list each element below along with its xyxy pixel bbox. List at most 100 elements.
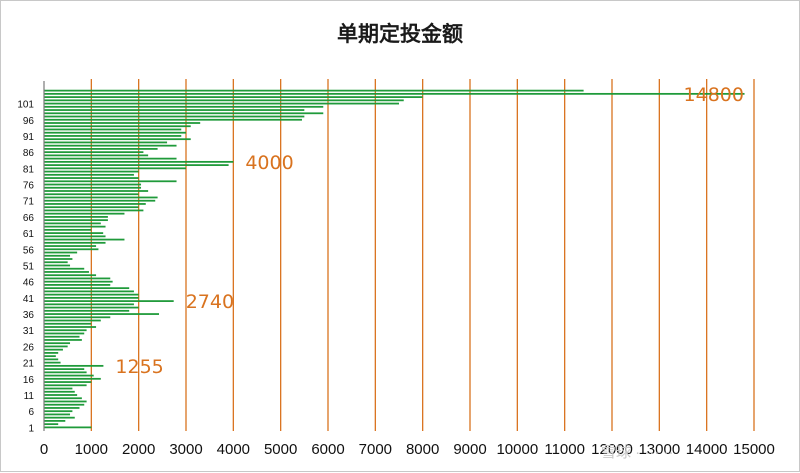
bar-69 bbox=[44, 206, 139, 209]
bar-47 bbox=[44, 277, 111, 280]
bar-55 bbox=[44, 251, 78, 254]
x-tick-label-6000: 6000 bbox=[311, 441, 344, 458]
bar-63 bbox=[44, 225, 106, 228]
bar-78 bbox=[44, 177, 139, 179]
bar-25 bbox=[44, 348, 63, 351]
bar-43 bbox=[44, 290, 134, 293]
bar-51 bbox=[44, 264, 71, 267]
bar-45 bbox=[44, 284, 111, 286]
bar-58 bbox=[44, 241, 106, 244]
bar-96 bbox=[44, 118, 302, 121]
bar-95 bbox=[44, 122, 201, 124]
y-tick-label-66: 66 bbox=[23, 213, 35, 224]
bar-44 bbox=[44, 287, 130, 290]
bar-3 bbox=[44, 420, 66, 422]
bar-7 bbox=[44, 407, 80, 409]
bars bbox=[44, 89, 745, 429]
bar-83 bbox=[44, 160, 234, 163]
x-tick-label-7000: 7000 bbox=[359, 441, 392, 458]
bar-61 bbox=[44, 232, 104, 234]
bar-6 bbox=[44, 410, 73, 413]
y-tick-label-41: 41 bbox=[23, 294, 35, 305]
bar-33 bbox=[44, 322, 92, 325]
bar-93 bbox=[44, 128, 182, 131]
bar-84 bbox=[44, 157, 177, 160]
bar-16 bbox=[44, 377, 101, 380]
bar-2 bbox=[44, 423, 59, 426]
bar-14 bbox=[44, 384, 87, 387]
bar-60 bbox=[44, 235, 106, 238]
x-tick-label-15000: 15000 bbox=[733, 441, 775, 458]
x-tick-label-5000: 5000 bbox=[264, 441, 297, 458]
bar-65 bbox=[44, 219, 108, 222]
bar-11 bbox=[44, 394, 78, 396]
y-tick-label-91: 91 bbox=[23, 132, 35, 143]
bar-4 bbox=[44, 416, 75, 419]
annotation-14800: 14800 bbox=[684, 84, 744, 106]
bar-71 bbox=[44, 199, 156, 202]
bar-103 bbox=[44, 96, 423, 98]
bar-94 bbox=[44, 125, 191, 128]
x-tick-label-8000: 8000 bbox=[406, 441, 439, 458]
x-tick-label-0: 0 bbox=[40, 441, 48, 458]
x-tick-labels: 0 1000 2000 3000 4000 5000 6000 7000 8000 9000 100… bbox=[40, 441, 775, 458]
y-tick-label-61: 61 bbox=[23, 229, 35, 240]
bar-92 bbox=[44, 131, 186, 134]
bar-62 bbox=[44, 228, 92, 231]
bar-9 bbox=[44, 400, 87, 403]
bar-85 bbox=[44, 154, 149, 157]
bar-17 bbox=[44, 374, 94, 377]
x-tick-label-13000: 13000 bbox=[638, 441, 680, 458]
bar-29 bbox=[44, 335, 80, 338]
bar-80 bbox=[44, 170, 139, 173]
y-tick-label-81: 81 bbox=[23, 164, 35, 175]
bar-54 bbox=[44, 254, 71, 257]
y-tick-label-16: 16 bbox=[23, 375, 35, 386]
bar-102 bbox=[44, 99, 404, 102]
y-tick-label-11: 11 bbox=[24, 391, 35, 402]
bar-49 bbox=[44, 271, 89, 273]
annotation-4000: 4000 bbox=[245, 152, 293, 174]
bar-46 bbox=[44, 280, 113, 283]
bar-53 bbox=[44, 258, 73, 260]
bar-24 bbox=[44, 352, 59, 354]
bar-13 bbox=[44, 387, 73, 390]
grid-layer bbox=[90, 79, 755, 431]
bar-97 bbox=[44, 115, 305, 118]
bar-70 bbox=[44, 203, 146, 205]
x-tick-label-9000: 9000 bbox=[453, 441, 486, 458]
bar-77 bbox=[44, 180, 177, 183]
x-tick-label-12000: 12000 bbox=[591, 441, 633, 458]
bar-99 bbox=[44, 109, 305, 111]
bar-1 bbox=[44, 426, 92, 429]
x-tick-label-1000: 1000 bbox=[75, 441, 108, 458]
bar-5 bbox=[44, 413, 71, 416]
y-tick-label-31: 31 bbox=[23, 326, 35, 337]
bar-89 bbox=[44, 141, 168, 144]
bar-28 bbox=[44, 339, 82, 341]
bar-100 bbox=[44, 105, 324, 108]
annotation-1255: 1255 bbox=[115, 356, 163, 378]
y-tick-label-101: 101 bbox=[17, 100, 34, 111]
bar-76 bbox=[44, 183, 142, 186]
bar-20 bbox=[44, 364, 104, 367]
bar-35 bbox=[44, 316, 111, 319]
bar-101 bbox=[44, 102, 399, 105]
bar-36 bbox=[44, 313, 160, 315]
bar-34 bbox=[44, 319, 101, 322]
bar-88 bbox=[44, 144, 177, 147]
bar-104 bbox=[44, 92, 745, 95]
annotations: 1255 2740 4000 14800 bbox=[115, 84, 744, 378]
bar-21 bbox=[44, 361, 61, 364]
bar-26 bbox=[44, 345, 68, 348]
bar-81 bbox=[44, 167, 186, 170]
x-tick-label-4000: 4000 bbox=[217, 441, 250, 458]
bar-8 bbox=[44, 403, 85, 406]
bar-48 bbox=[44, 274, 97, 277]
bar-40 bbox=[44, 300, 174, 302]
bar-56 bbox=[44, 248, 99, 251]
x-tick-label-10000: 10000 bbox=[496, 441, 538, 458]
bar-75 bbox=[44, 186, 142, 189]
y-tick-label-86: 86 bbox=[23, 148, 35, 159]
bar-67 bbox=[44, 212, 125, 215]
